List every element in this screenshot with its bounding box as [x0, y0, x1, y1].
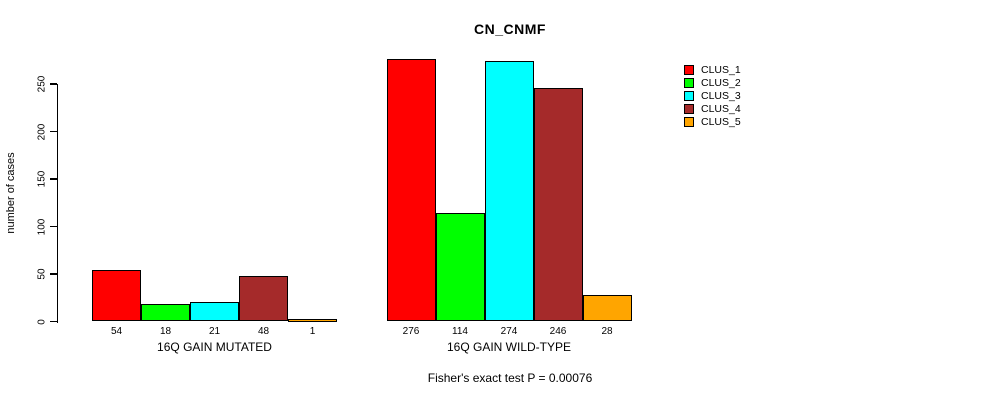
- legend-label-clus_1: CLUS_1: [701, 63, 741, 76]
- legend-label-clus_5: CLUS_5: [701, 115, 741, 128]
- legend-label-clus_3: CLUS_3: [701, 89, 741, 102]
- y-axis-tick: [49, 273, 57, 275]
- y-axis-tick: [49, 83, 57, 85]
- x-group-label-wild-type: 16Q GAIN WILD-TYPE: [446, 340, 572, 354]
- y-axis-label: number of cases: [5, 152, 17, 234]
- legend-swatch-clus_3: [684, 91, 694, 102]
- bar-clus_4-wild-type: [533, 87, 583, 322]
- y-axis-tick-label: 150: [36, 170, 48, 188]
- bar-clus_2-mutated: [141, 304, 190, 322]
- bar-value-label: 18: [159, 326, 172, 337]
- legend-label-clus_4: CLUS_4: [701, 102, 741, 115]
- bar-clus_5-wild-type: [582, 294, 632, 322]
- y-axis-tick: [49, 178, 57, 180]
- y-axis-tick-label: 100: [36, 218, 48, 235]
- bar-value-label: 114: [452, 326, 468, 337]
- bar-value-label: 276: [402, 326, 420, 337]
- y-axis-line: [56, 84, 58, 323]
- legend-swatch-clus_5: [684, 117, 694, 128]
- annotation-fisher-test: Fisher's exact test P = 0.00076: [427, 371, 593, 385]
- y-axis-tick-label: 250: [36, 75, 48, 93]
- bar-value-label: 54: [110, 326, 123, 337]
- bar-value-label: 1: [309, 326, 316, 337]
- y-axis-tick-label: 50: [36, 268, 48, 280]
- bar-clus_4-mutated: [239, 275, 288, 322]
- bar-value-label: 28: [601, 326, 613, 337]
- legend-swatch-clus_2: [684, 78, 694, 89]
- bar-clus_3-mutated: [190, 301, 239, 322]
- bar-clus_1-wild-type: [386, 59, 436, 322]
- y-axis-tick: [49, 130, 57, 133]
- chart-title: CN_CNMF: [474, 21, 546, 37]
- bar-value-label: 48: [257, 326, 270, 337]
- y-axis-tick: [49, 320, 57, 323]
- bar-value-label: 246: [549, 326, 567, 337]
- y-axis-tick: [49, 225, 57, 228]
- bar-clus_3-wild-type: [484, 61, 534, 322]
- legend-swatch-clus_1: [684, 65, 694, 75]
- bar-value-label: 21: [208, 326, 221, 337]
- y-axis-tick-label: 0: [36, 318, 48, 325]
- x-group-label-mutated: 16Q GAIN MUTATED: [157, 340, 272, 354]
- bar-value-label: 274: [500, 326, 518, 337]
- legend-swatch-clus_4: [684, 104, 694, 115]
- bar-clus_2-wild-type: [435, 213, 485, 322]
- bar-clus_1-mutated: [92, 270, 141, 322]
- y-axis-tick-label: 200: [36, 123, 48, 140]
- legend-label-clus_2: CLUS_2: [701, 76, 741, 89]
- bar-clus_5-mutated: [288, 318, 337, 322]
